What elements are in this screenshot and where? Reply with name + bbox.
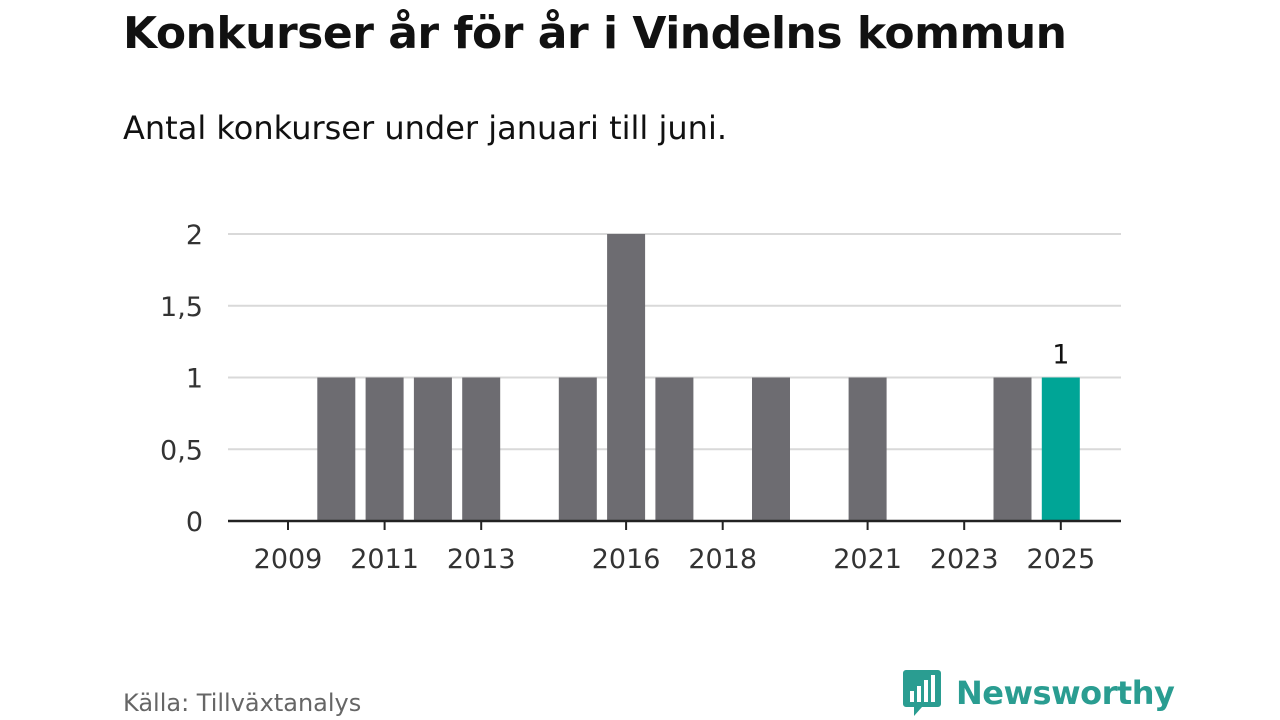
bar-2021 bbox=[848, 377, 887, 521]
data-label-2025: 1 bbox=[1052, 340, 1069, 371]
bar-2015 bbox=[558, 377, 597, 521]
y-tick-label: 2 bbox=[186, 220, 203, 251]
x-tick-label: 2016 bbox=[592, 544, 661, 575]
bar-2016 bbox=[607, 234, 646, 521]
bar-2010 bbox=[317, 377, 356, 521]
y-tick-label: 0 bbox=[186, 507, 203, 538]
x-tick-label: 2011 bbox=[350, 544, 419, 575]
x-tick-label: 2021 bbox=[833, 544, 902, 575]
x-tick-label: 2018 bbox=[688, 544, 757, 575]
y-tick-label: 1,5 bbox=[160, 292, 203, 323]
y-tick-label: 0,5 bbox=[160, 435, 203, 466]
chart-title: Konkurser år för år i Vindelns kommun bbox=[123, 8, 1067, 59]
bar-2011 bbox=[365, 377, 404, 521]
x-tick-label: 2025 bbox=[1026, 544, 1095, 575]
x-tick-label: 2009 bbox=[254, 544, 323, 575]
bar-2019 bbox=[752, 377, 790, 521]
bar-2025 bbox=[1041, 377, 1080, 521]
bar-chart: 0 0,5 1 1,5 2 1 2009 2011 2013 2016 2018 2021 2023 20… bbox=[160, 220, 1121, 575]
bar-2024 bbox=[993, 377, 1032, 521]
source-note: Källa: Tillväxtanalys bbox=[123, 689, 362, 717]
bar-2017 bbox=[655, 377, 694, 521]
bar-chart-speech-bubble-icon bbox=[903, 670, 941, 716]
bar-2012 bbox=[413, 377, 452, 521]
newsworthy-logo: Newsworthy bbox=[902, 668, 1175, 718]
chart-subtitle: Antal konkurser under januari till juni. bbox=[123, 109, 727, 147]
x-tick-label: 2013 bbox=[447, 544, 516, 575]
y-tick-label: 1 bbox=[186, 364, 203, 395]
bar-2013 bbox=[462, 377, 501, 521]
x-tick-label: 2023 bbox=[930, 544, 999, 575]
brand-name: Newsworthy bbox=[956, 674, 1175, 712]
